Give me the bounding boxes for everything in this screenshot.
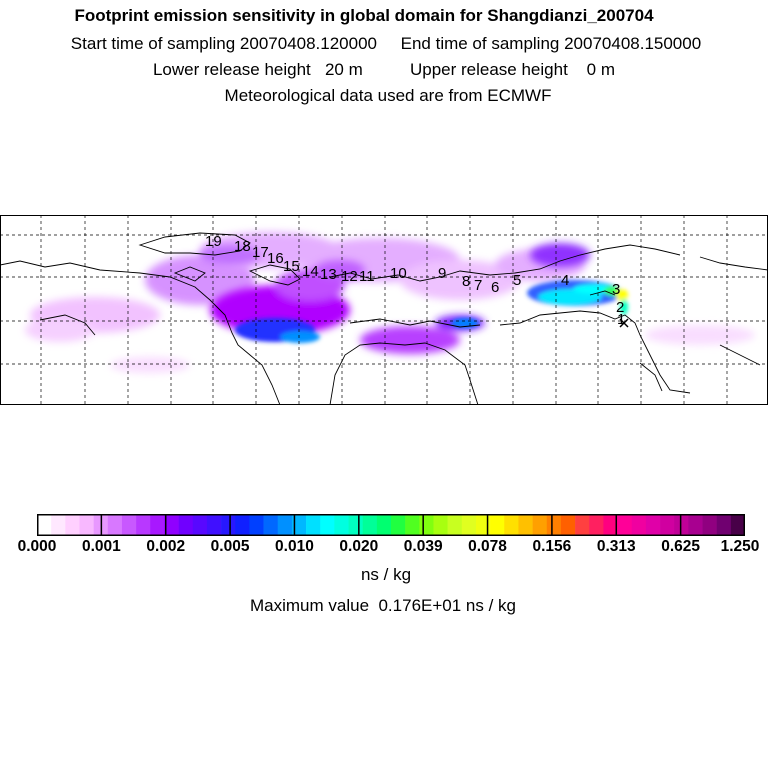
colorbar-swatch [136, 514, 151, 536]
colorbar-swatch [702, 514, 717, 536]
colorbar-swatch [362, 514, 378, 536]
sensitivity-field [25, 232, 755, 373]
colorbar-unit: ns / kg [360, 565, 412, 584]
colorbar-swatch [631, 514, 647, 536]
colorbar-swatch [320, 514, 335, 536]
trajectory-label: 12 [341, 268, 358, 285]
colorbar-swatch [546, 514, 562, 536]
colorbar-tick-label: 0.020 [339, 538, 379, 555]
trajectory-label: 7 [474, 277, 482, 294]
trajectory-label: 5 [513, 272, 521, 289]
colorbar-swatch [178, 514, 194, 536]
release-site-marker [619, 318, 629, 328]
colorbar-swatch [405, 514, 420, 536]
colorbar-swatch [249, 514, 264, 536]
colorbar-swatch [490, 514, 505, 536]
colorbar-swatch [334, 514, 349, 536]
colorbar-swatch [504, 514, 519, 536]
colorbar-swatch [447, 514, 463, 536]
colorbar-swatch [121, 514, 137, 536]
colorbar-swatch [235, 514, 250, 536]
trajectory-label: 6 [491, 279, 499, 296]
colorbar-swatch [660, 514, 675, 536]
meteo-source: Meteorological data used are from ECMWF [224, 86, 552, 105]
trajectory-label: 11 [359, 268, 375, 285]
colorbar-tick-label: 0.010 [275, 538, 314, 555]
trajectory-label: 2 [616, 299, 624, 316]
colorbar-swatch [65, 514, 80, 536]
trajectory-label: 17 [252, 244, 269, 261]
colorbar-swatch [575, 514, 590, 536]
colorbar-swatch [589, 514, 604, 536]
trajectory-labels: 1 2 3 4 5 6 7 8 9 10 11 12 13 14 15 16 1… [205, 233, 625, 328]
colorbar-swatch [291, 514, 307, 536]
sampling-times: Start time of sampling 20070408.120000 E… [70, 34, 702, 53]
colorbar-tick-label: 0.313 [596, 538, 636, 555]
colorbar-swatch [164, 514, 179, 536]
plot-title: Footprint emission sensitivity in global… [74, 6, 654, 25]
colorbar-swatch [560, 514, 576, 536]
colorbar-tick-label: 0.039 [403, 538, 443, 555]
colorbar-swatch [306, 514, 321, 536]
colorbar-swatch [461, 514, 477, 536]
colorbar-swatch [674, 514, 689, 536]
colorbar-swatch [433, 514, 448, 536]
colorbar-swatch [730, 514, 745, 536]
trajectory-label: 15 [283, 258, 300, 275]
colorbar-tick-label: 1.250 [720, 538, 760, 555]
colorbar-swatch [221, 514, 236, 536]
colorbar-swatch [617, 514, 633, 536]
colorbar-swatch [688, 514, 703, 536]
trajectory-label: 3 [612, 281, 620, 298]
colorbar-swatch [348, 514, 363, 536]
trajectory-label: 8 [462, 273, 470, 290]
colorbar-swatch [532, 514, 548, 536]
release-heights: Lower release height 20 m Upper release … [152, 60, 616, 79]
colorbar-swatch [107, 514, 123, 536]
colorbar-swatch [645, 514, 661, 536]
colorbar-tick-label: 0.002 [146, 538, 186, 555]
colorbar-swatch [37, 514, 52, 536]
colorbar-swatch [391, 514, 406, 536]
trajectory-label: 19 [205, 233, 222, 250]
trajectory-label: 10 [390, 265, 407, 282]
colorbar-swatch [716, 514, 732, 536]
trajectory-label: 9 [438, 265, 446, 282]
colorbar-swatch [150, 514, 165, 536]
colorbar [37, 514, 745, 536]
colorbar-swatch [419, 514, 434, 536]
trajectory-label: 16 [267, 250, 284, 267]
colorbar-swatch [192, 514, 208, 536]
trajectory-label: 4 [561, 272, 569, 289]
colorbar-swatch [263, 514, 279, 536]
colorbar-tick-label: 0.625 [661, 538, 701, 555]
colorbar-swatch [376, 514, 392, 536]
colorbar-swatch [603, 514, 618, 536]
colorbar-swatch [51, 514, 66, 536]
colorbar-tick-label: 0.005 [210, 538, 250, 555]
colorbar-tick-label: 0.078 [468, 538, 507, 555]
graticule [0, 215, 768, 405]
trajectory-label: 13 [320, 266, 337, 283]
colorbar-swatch [206, 514, 222, 536]
colorbar-tick-label: 0.156 [532, 538, 572, 555]
colorbar-swatch [277, 514, 293, 536]
colorbar-swatch [79, 514, 94, 536]
colorbar-frame [37, 514, 745, 536]
trajectory-label: 14 [302, 263, 319, 280]
colorbar-tick-label: 0.001 [81, 538, 121, 555]
trajectory-label: 18 [234, 238, 251, 255]
colorbar-swatch [518, 514, 533, 536]
footprint-map: 1 2 3 4 5 6 7 8 9 10 11 12 13 14 15 16 1… [0, 215, 768, 405]
maximum-value: Maximum value 0.176E+01 ns / kg [250, 596, 516, 615]
colorbar-tick-label: 0.000 [17, 538, 57, 555]
